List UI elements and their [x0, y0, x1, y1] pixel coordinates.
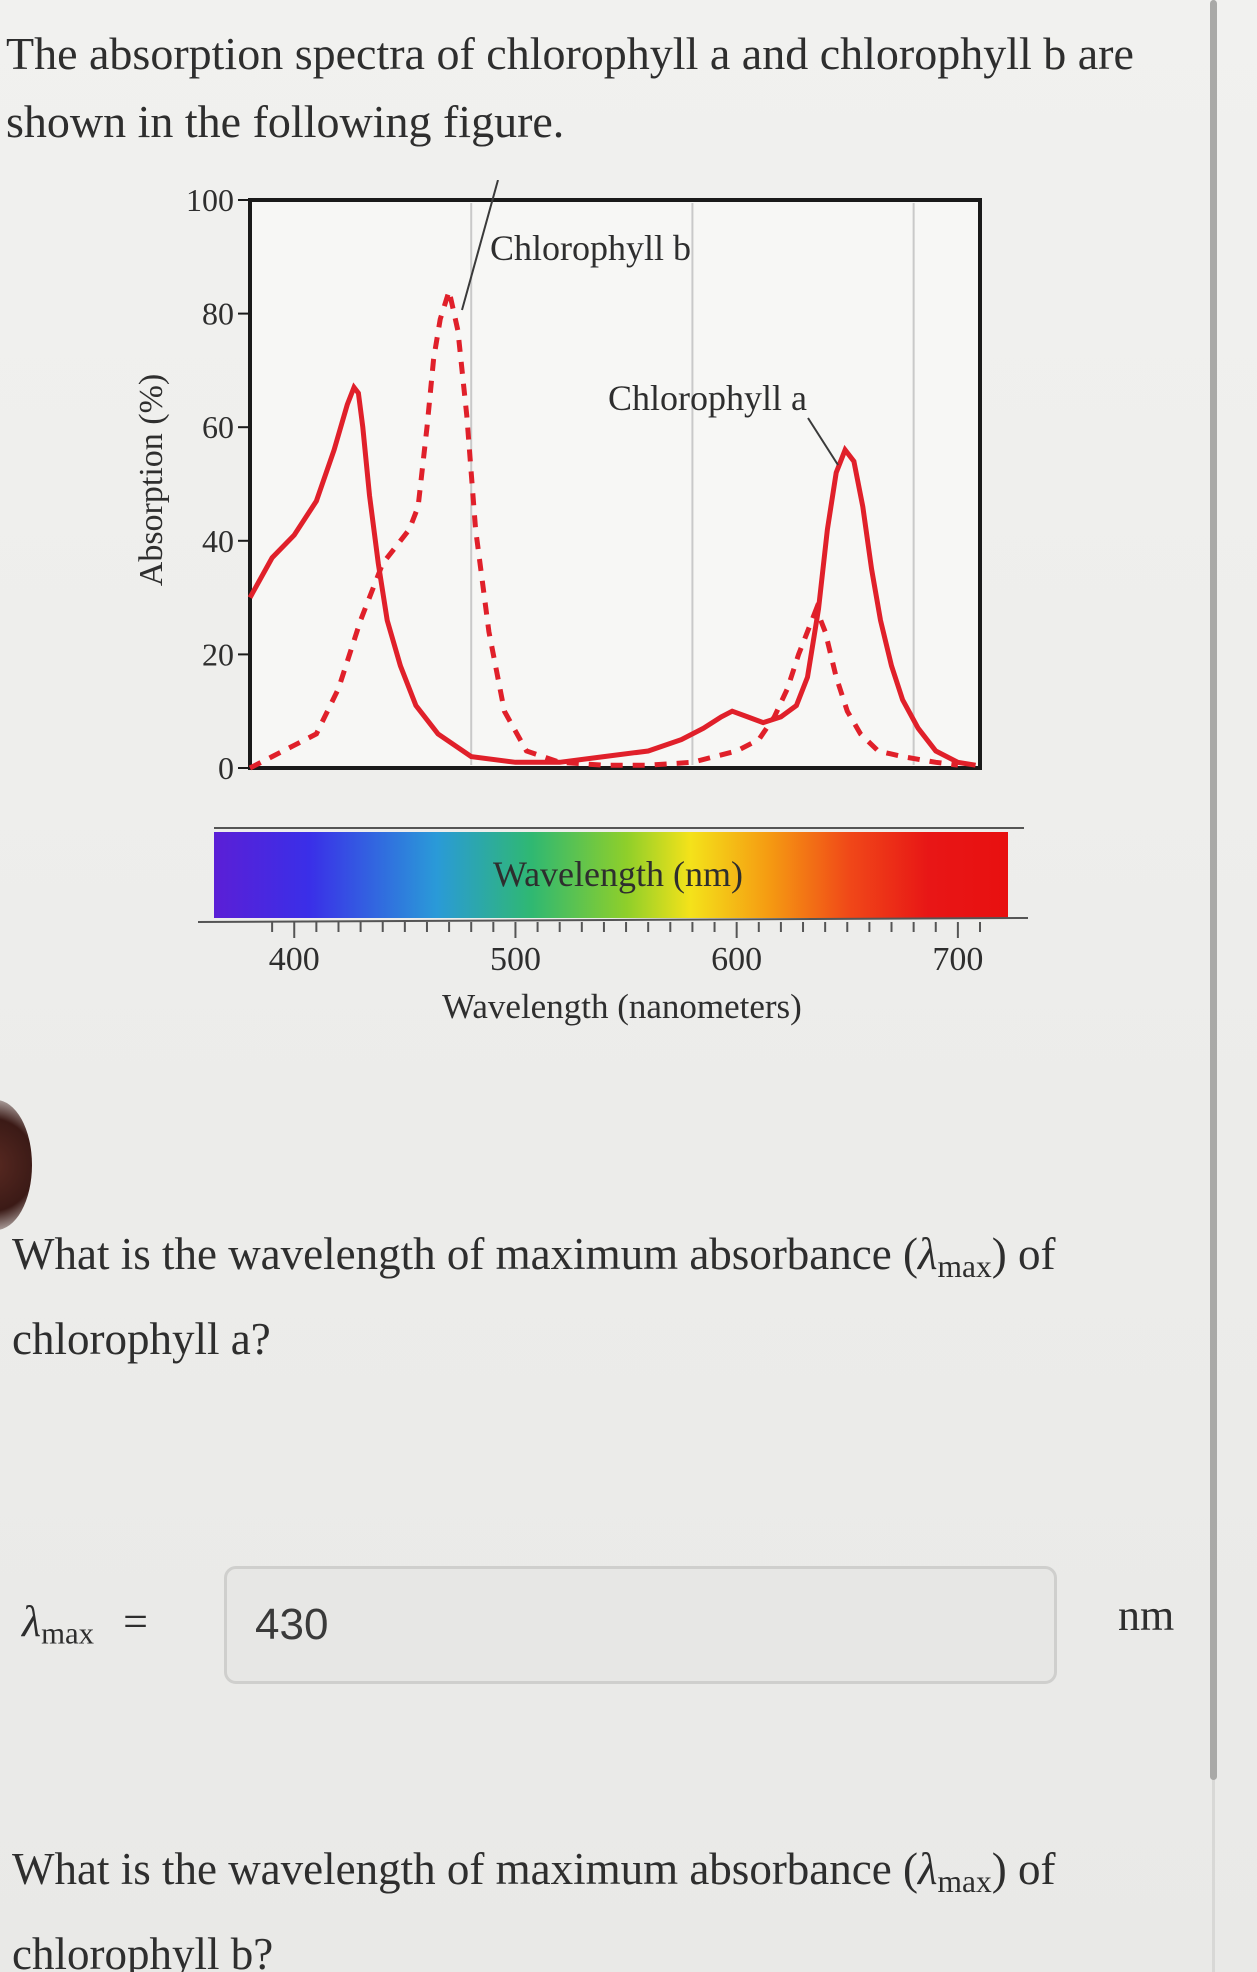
- x-tick-label-700: 700: [932, 941, 983, 978]
- y-tick-label-40: 40: [202, 523, 234, 559]
- scrollbar-thumb[interactable]: [1210, 0, 1217, 1780]
- x-tick-label-400: 400: [269, 941, 320, 978]
- visible-spectrum-bar: [214, 832, 1008, 918]
- chart-gridlines-inner: [470, 203, 915, 765]
- x-tick-label-500: 500: [490, 941, 541, 978]
- answer1-equals: =: [123, 1597, 148, 1646]
- answer1-subscript: max: [41, 1616, 95, 1651]
- finger-shadow: [0, 1100, 32, 1230]
- y-tick-label-0: 0: [218, 750, 234, 786]
- answer1-unit: nm: [1118, 1591, 1175, 1640]
- question2-prefix: What is the wavelength of maximum absorb…: [12, 1844, 918, 1894]
- y-axis: 0 20 40 60 80 100: [186, 182, 250, 786]
- plot-frame: [248, 198, 982, 770]
- answer1-lambda-label: λmax =: [22, 1596, 148, 1652]
- question1-prefix: What is the wavelength of maximum absorb…: [12, 1229, 918, 1279]
- x-axis: 400 500 600 700: [269, 922, 983, 978]
- question1-lambda: λ: [917, 1229, 938, 1279]
- question2-subscript: max: [937, 1863, 992, 1899]
- lambda-max-answer-input[interactable]: 430: [224, 1566, 1057, 1684]
- question-chlorophyll-a: What is the wavelength of maximum absorb…: [12, 1218, 1192, 1375]
- chlorophyll-a-leader-line: [807, 417, 839, 466]
- question1-suffix: ) of chlorophyll a?: [12, 1229, 1056, 1364]
- x-axis-label: Wavelength (nanometers): [442, 987, 802, 1026]
- y-tick-label-80: 80: [202, 296, 234, 332]
- question2-suffix: ) of chlorophyll b?: [12, 1844, 1056, 1972]
- y-tick-label-20: 20: [202, 636, 234, 672]
- y-tick-label-60: 60: [202, 409, 234, 445]
- y-axis-label: Absorption (%): [133, 374, 170, 586]
- chlorophyll-a-curve: [247, 382, 977, 768]
- question-chlorophyll-b: What is the wavelength of maximum absorb…: [12, 1833, 1192, 1972]
- x-tick-label-600: 600: [711, 941, 762, 978]
- spectrum-bar-bottom-edge: [197, 917, 1029, 923]
- y-tick-label-100: 100: [186, 182, 234, 218]
- answer1-lambda: λ: [22, 1597, 42, 1646]
- chlorophyll-b-label: Chlorophyll b: [490, 228, 691, 268]
- absorption-spectra-chart: 0 20 40 60 80 100 Absorption (%) Chlorophyll …: [133, 180, 1029, 1026]
- chlorophyll-b-curve: [248, 281, 959, 771]
- chlorophyll-a-label: Chlorophyll a: [608, 378, 807, 418]
- chlorophyll-b-leader-line: [461, 180, 499, 311]
- spectrum-bar-label: Wavelength (nm): [493, 854, 743, 894]
- question2-lambda: λ: [917, 1844, 938, 1894]
- question1-subscript: max: [937, 1248, 992, 1284]
- intro-text: The absorption spectra of chlorophyll a …: [6, 28, 1134, 147]
